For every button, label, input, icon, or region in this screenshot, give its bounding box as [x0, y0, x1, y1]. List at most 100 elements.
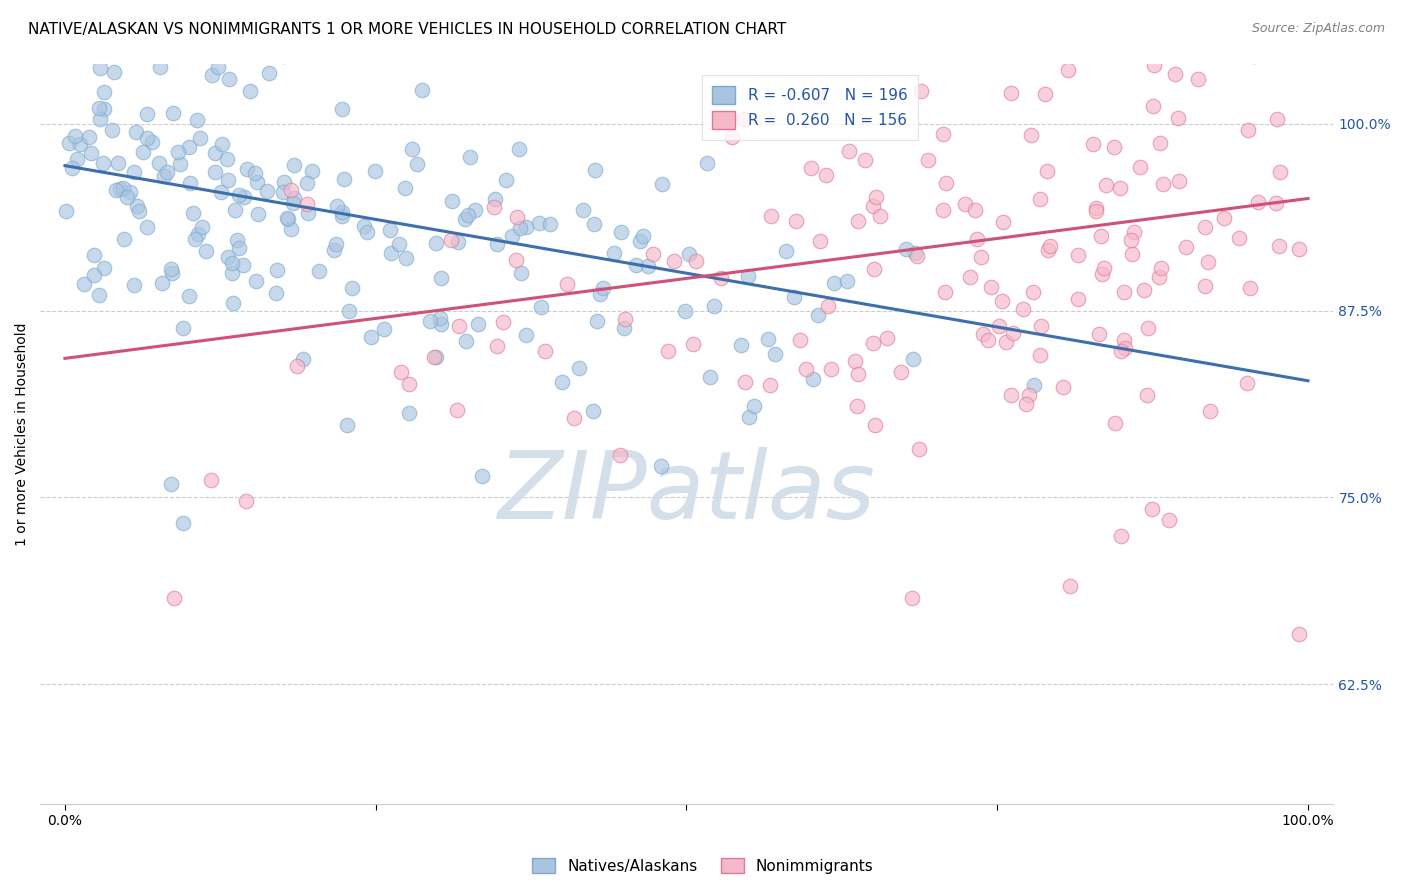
Point: [107, 155, 129, 169]
Point: [582, 217, 605, 231]
Point: [582, 403, 605, 417]
Point: [696, 156, 718, 170]
Point: [651, 177, 673, 191]
Point: [364, 164, 387, 178]
Point: [817, 299, 839, 313]
Point: [775, 244, 797, 258]
Point: [55, 204, 77, 219]
Point: [301, 164, 323, 178]
Point: [259, 66, 281, 80]
Point: [184, 232, 207, 246]
Point: [934, 285, 956, 300]
Point: [703, 299, 725, 313]
Point: [446, 403, 468, 417]
Point: [128, 203, 150, 218]
Point: [862, 336, 884, 351]
Point: [172, 320, 194, 334]
Point: [808, 234, 831, 248]
Point: [980, 280, 1002, 294]
Point: [484, 200, 506, 214]
Point: [1074, 26, 1097, 40]
Point: [163, 591, 186, 605]
Point: [903, 351, 925, 366]
Point: [380, 246, 402, 260]
Point: [440, 234, 463, 248]
Point: [492, 315, 515, 329]
Point: [1212, 39, 1234, 54]
Point: [1052, 380, 1074, 394]
Point: [73, 277, 96, 291]
Point: [612, 320, 634, 334]
Point: [93, 85, 115, 99]
Point: [1268, 165, 1291, 179]
Point: [1149, 269, 1171, 284]
Point: [122, 277, 145, 292]
Point: [389, 365, 412, 379]
Point: [93, 102, 115, 116]
Point: [172, 516, 194, 530]
Point: [815, 168, 838, 182]
Point: [204, 165, 226, 179]
Point: [730, 338, 752, 352]
Point: [159, 261, 181, 276]
Point: [1149, 136, 1171, 150]
Point: [295, 197, 318, 211]
Point: [425, 350, 447, 364]
Point: [187, 227, 209, 241]
Point: [846, 400, 869, 414]
Point: [1143, 58, 1166, 72]
Point: [169, 157, 191, 171]
Point: [83, 247, 105, 261]
Point: [1236, 376, 1258, 391]
Point: [710, 271, 733, 285]
Point: [1035, 164, 1057, 178]
Point: [846, 367, 869, 381]
Point: [1121, 247, 1143, 261]
Point: [1067, 248, 1090, 262]
Point: [1197, 255, 1219, 269]
Point: [1132, 283, 1154, 297]
Point: [297, 206, 319, 220]
Point: [990, 293, 1012, 308]
Point: [1152, 177, 1174, 191]
Point: [69, 137, 91, 152]
Legend: R = -0.607   N = 196, R =  0.260   N = 156: R = -0.607 N = 196, R = 0.260 N = 156: [702, 76, 918, 140]
Point: [955, 197, 977, 211]
Point: [910, 84, 932, 98]
Point: [1199, 404, 1222, 418]
Point: [959, 270, 981, 285]
Point: [972, 326, 994, 341]
Point: [505, 252, 527, 267]
Point: [150, 277, 173, 291]
Point: [1102, 139, 1125, 153]
Point: [782, 290, 804, 304]
Point: [388, 237, 411, 252]
Point: [105, 183, 128, 197]
Point: [1227, 231, 1250, 245]
Point: [191, 219, 214, 234]
Point: [657, 343, 679, 358]
Point: [738, 409, 761, 424]
Point: [1085, 201, 1108, 215]
Point: [405, 156, 427, 170]
Point: [460, 151, 482, 165]
Point: [353, 219, 375, 233]
Point: [162, 266, 184, 280]
Point: [1114, 341, 1136, 355]
Point: [1265, 196, 1288, 211]
Point: [1109, 344, 1132, 359]
Point: [970, 250, 993, 264]
Point: [333, 171, 356, 186]
Point: [495, 173, 517, 187]
Point: [789, 333, 811, 347]
Point: [1022, 378, 1045, 392]
Point: [1137, 320, 1160, 334]
Point: [1142, 501, 1164, 516]
Point: [785, 214, 807, 228]
Point: [83, 268, 105, 282]
Point: [467, 317, 489, 331]
Point: [917, 153, 939, 167]
Point: [485, 339, 508, 353]
Point: [1187, 72, 1209, 87]
Point: [308, 264, 330, 278]
